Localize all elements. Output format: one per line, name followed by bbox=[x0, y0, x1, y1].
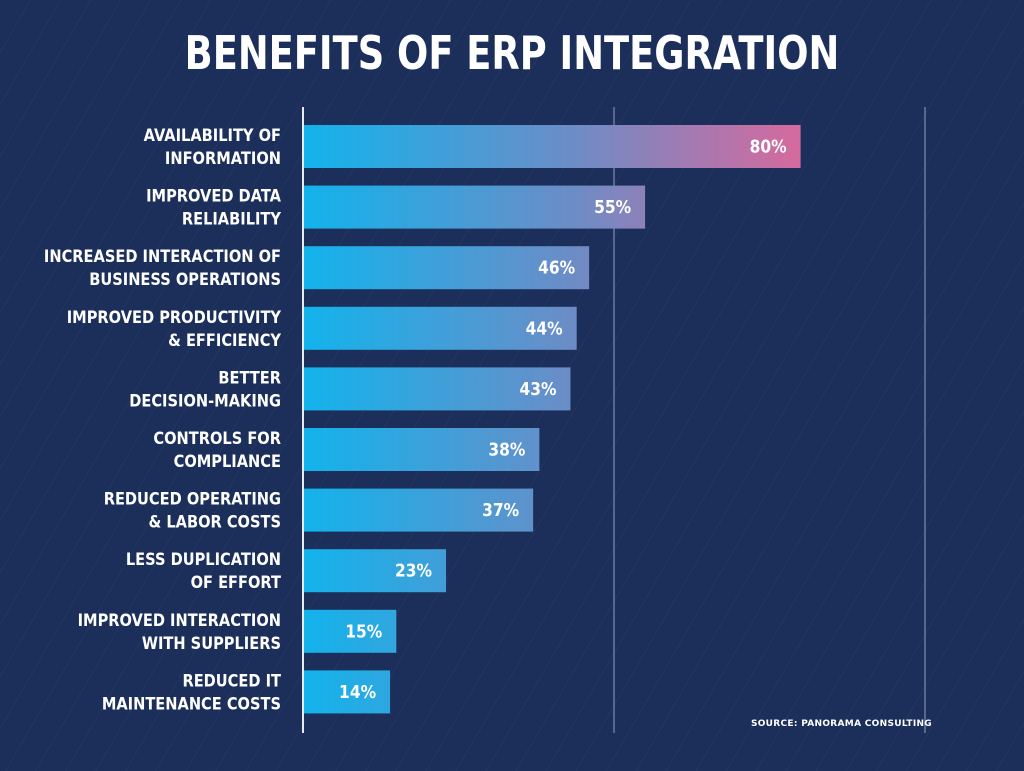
category-label-line: & LABOR COSTS bbox=[149, 512, 281, 532]
category-label-line: RELIABILITY bbox=[182, 209, 282, 229]
value-label-9: 15% bbox=[345, 620, 382, 641]
category-label-line: DECISION-MAKING bbox=[129, 390, 281, 410]
value-label-7: 37% bbox=[482, 499, 519, 520]
source-note: SOURCE: PANORAMA CONSULTING bbox=[750, 719, 932, 729]
bar-2 bbox=[304, 185, 646, 229]
category-label-line: CONTROLS FOR bbox=[153, 428, 281, 448]
value-label-5: 43% bbox=[519, 378, 556, 399]
chart-title: BENEFITS OF ERP INTEGRATION bbox=[184, 26, 840, 80]
value-label-3: 46% bbox=[538, 257, 575, 278]
bar-1 bbox=[304, 125, 801, 168]
category-label-line: IMPROVED INTERACTION bbox=[78, 610, 281, 630]
category-label-line: OF EFFORT bbox=[191, 572, 282, 592]
category-labels: AVAILABILITY OF INFORMATION IMPROVED DATA R… bbox=[44, 125, 282, 714]
category-label-line: BUSINESS OPERATIONS bbox=[89, 269, 281, 289]
category-label-line: & EFFICIENCY bbox=[168, 330, 281, 350]
category-label-line: IMPROVED PRODUCTIVITY bbox=[67, 307, 282, 327]
value-label-8: 23% bbox=[395, 560, 432, 581]
bar-9 bbox=[304, 609, 397, 653]
category-label-6: CONTROLS FOR COMPLIANCE bbox=[153, 428, 281, 471]
category-label-9: IMPROVED INTERACTION WITH SUPPLIERS bbox=[78, 610, 281, 653]
category-label-line: MAINTENANCE COSTS bbox=[102, 693, 281, 713]
category-label-line: INFORMATION bbox=[165, 148, 281, 168]
category-label-7: REDUCED OPERATING & LABOR COSTS bbox=[104, 489, 281, 532]
bar-6 bbox=[304, 428, 540, 471]
bar-3 bbox=[304, 246, 590, 290]
category-label-line: INCREASED INTERACTION OF bbox=[44, 246, 281, 266]
value-label-2: 55% bbox=[594, 196, 631, 217]
category-label-line: AVAILABILITY OF bbox=[144, 125, 281, 145]
value-label-4: 44% bbox=[526, 317, 563, 338]
category-label-line: COMPLIANCE bbox=[174, 451, 281, 471]
category-label-10: REDUCED IT MAINTENANCE COSTS bbox=[102, 670, 281, 713]
category-label-line: WITH SUPPLIERS bbox=[142, 633, 281, 653]
value-label-6: 38% bbox=[488, 438, 525, 459]
value-label-10: 14% bbox=[339, 681, 376, 702]
category-label-line: IMPROVED DATA bbox=[146, 186, 282, 206]
category-label-line: LESS DUPLICATION bbox=[126, 549, 281, 569]
bar-5 bbox=[304, 367, 571, 411]
category-label-8: LESS DUPLICATION OF EFFORT bbox=[126, 549, 281, 592]
category-label-5: BETTER DECISION-MAKING bbox=[129, 367, 281, 410]
category-label-1: AVAILABILITY OF INFORMATION bbox=[144, 125, 281, 168]
bars: 80% 55% 46% 44% 43% 38% 37% 23% 15% 14% bbox=[304, 125, 801, 714]
category-label-line: REDUCED OPERATING bbox=[104, 489, 281, 509]
category-label-line: BETTER bbox=[218, 367, 281, 387]
category-label-2: IMPROVED DATA RELIABILITY bbox=[146, 186, 282, 229]
category-label-4: IMPROVED PRODUCTIVITY & EFFICIENCY bbox=[67, 307, 282, 350]
bar-4 bbox=[304, 306, 577, 350]
bar-10 bbox=[304, 670, 391, 714]
bar-8 bbox=[304, 549, 447, 593]
bar-7 bbox=[304, 488, 534, 532]
value-label-1: 80% bbox=[750, 135, 787, 156]
category-label-3: INCREASED INTERACTION OF BUSINESS OPERATI… bbox=[44, 246, 281, 289]
category-label-line: REDUCED IT bbox=[182, 670, 281, 690]
